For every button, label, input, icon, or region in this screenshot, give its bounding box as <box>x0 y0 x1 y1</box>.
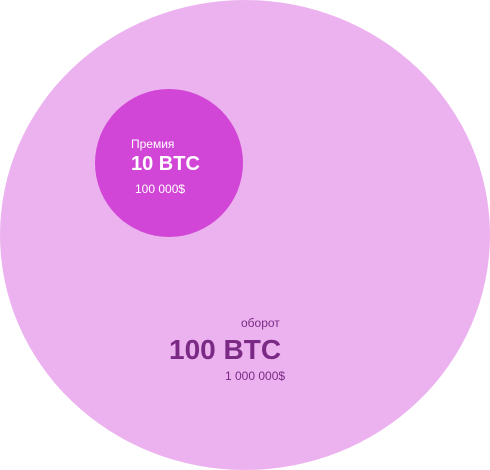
premium-usd-value: 100 000$ <box>135 182 186 196</box>
premium-circle <box>95 89 243 237</box>
turnover-usd-value: 1 000 000$ <box>225 369 286 383</box>
premium-amount: 10 BTC <box>131 153 200 175</box>
turnover-amount: 100 BTC <box>169 334 282 365</box>
premium-caption: Премия <box>131 137 175 151</box>
turnover-caption: оборот <box>241 316 280 330</box>
